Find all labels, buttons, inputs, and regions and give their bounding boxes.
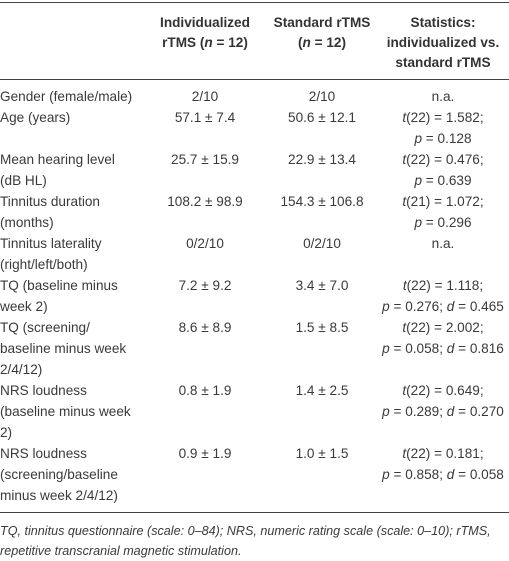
row-label: NRS loudness (screening/baseline minus w… [0,446,118,503]
table-cell: 3.4 ± 7.0 [295,278,349,293]
row-label: Mean hearing level (dB HL) [0,152,115,188]
row-label: Gender (female/male) [0,89,133,104]
table-cell: 8.6 ± 8.9 [178,320,232,335]
table-cell: n.a. [431,236,455,251]
table-cell: t(22) = 0.181; p = 0.858; d = 0.058 [382,446,504,482]
table-cell: 2/10 [191,89,219,104]
table-cell: n.a. [431,89,455,104]
table-cell: t(22) = 2.002; p = 0.058; d = 0.816 [382,320,504,356]
header-cell: Standard rTMS (n = 12) [267,2,377,80]
table-row: Gender (female/male) 2/10 2/10 n.a. [0,80,509,108]
table-cell: 0.8 ± 1.9 [178,383,232,398]
table-row: NRS loudness (baseline minus week 2) 0.8 … [0,380,509,443]
table-row: NRS loudness (screening/baseline minus w… [0,443,509,513]
table-cell: 22.9 ± 13.4 [288,152,356,167]
row-label: NRS loudness (baseline minus week 2) [0,383,131,440]
row-label: Tinnitus duration (months) [0,194,100,230]
table-cell: t(22) = 0.649; p = 0.289; d = 0.270 [382,383,504,419]
table-row: TQ (baseline minus week 2) 7.2 ± 9.2 3.4 ±… [0,275,509,317]
table-cell: 2/10 [308,89,336,104]
table-cell: 108.2 ± 98.9 [167,194,243,209]
table-cell: 0/2/10 [186,236,224,251]
row-label: Tinnitus laterality (right/left/both) [0,236,102,272]
table-row: Tinnitus duration (months) 108.2 ± 98.9 15… [0,191,509,233]
row-label: Age (years) [0,110,71,125]
table-row: Tinnitus laterality (right/left/both) 0/2… [0,233,509,275]
table-cell: 7.2 ± 9.2 [178,278,232,293]
table-cell: 1.0 ± 1.5 [295,446,349,461]
row-label: TQ (screening/ baseline minus week 2/4/1… [0,320,127,377]
header-cell: Individualized rTMS (n = 12) [143,2,267,80]
header-row: Individualized rTMS (n = 12) Standard rTM… [0,2,509,80]
table-cell: t(21) = 1.072; p = 0.296 [402,194,484,230]
table-cell: 50.6 ± 12.1 [288,110,356,125]
table-cell: t(22) = 0.476; p = 0.639 [402,152,484,188]
table-cell: 0/2/10 [303,236,341,251]
table-row: TQ (screening/ baseline minus week 2/4/1… [0,317,509,380]
table-cell: t(22) = 1.118; p = 0.276; d = 0.465 [382,278,504,314]
table-row: Age (years) 57.1 ± 7.4 50.6 ± 12.1 t(22) = … [0,107,509,149]
data-table: Individualized rTMS (n = 12) Standard rTM… [0,2,509,513]
table-cell: 57.1 ± 7.4 [174,110,236,125]
table-cell: 1.5 ± 8.5 [295,320,349,335]
footnote: TQ, tinnitus questionnaire (scale: 0–84)… [0,524,491,558]
table-row: Mean hearing level (dB HL) 25.7 ± 15.9 22.… [0,149,509,191]
table-cell: 0.9 ± 1.9 [178,446,232,461]
table-cell: 154.3 ± 106.8 [280,194,364,209]
table-cell: 1.4 ± 2.5 [295,383,349,398]
table-cell: 25.7 ± 15.9 [171,152,239,167]
table-cell: t(22) = 1.582; p = 0.128 [402,110,484,146]
header-cell [0,2,143,80]
row-label: TQ (baseline minus week 2) [0,278,118,314]
header-cell: Statistics: individualized vs. standard … [377,2,509,80]
